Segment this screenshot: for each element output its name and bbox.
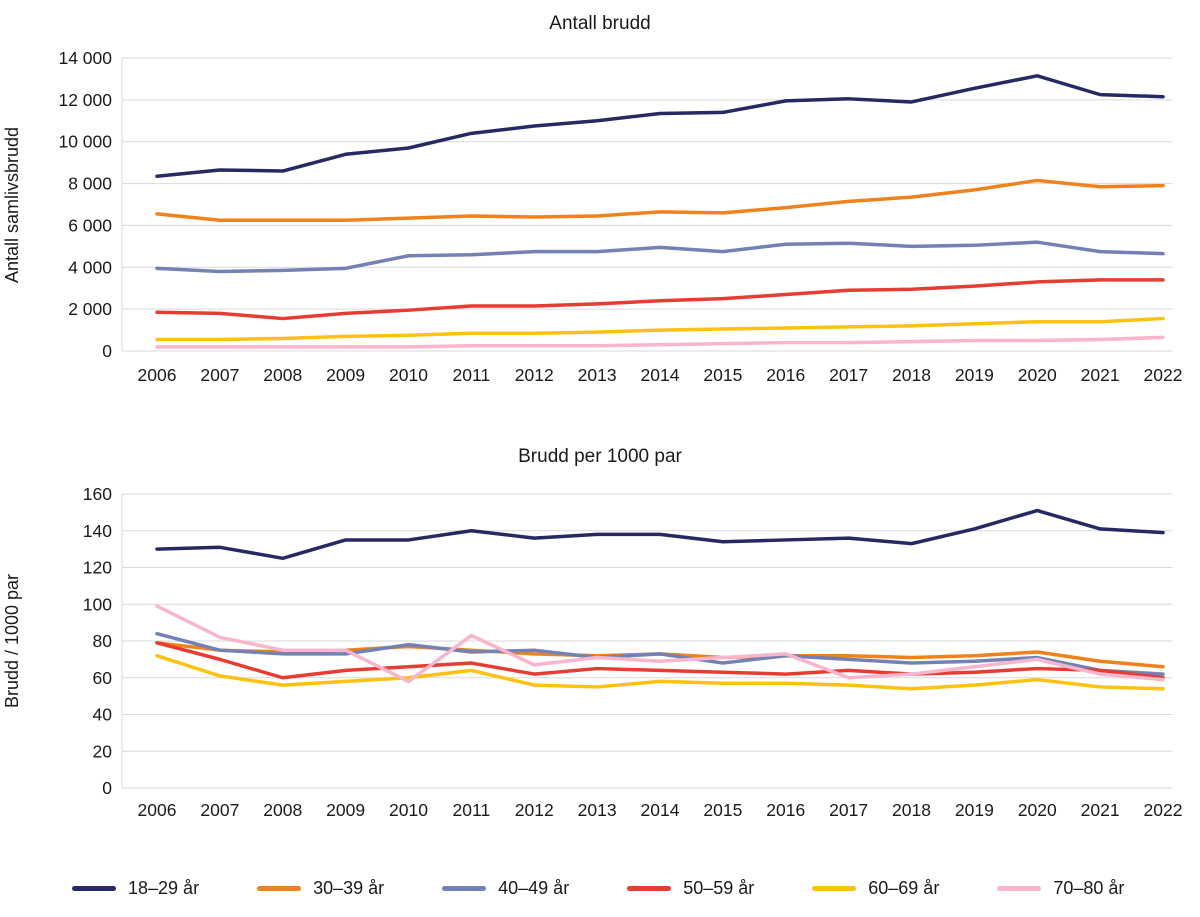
x-tick-label: 2007 — [200, 800, 239, 820]
x-tick-label: 2008 — [263, 800, 302, 820]
legend-item-label: 70–80 år — [1053, 877, 1125, 898]
series-line — [155, 604, 1165, 684]
series-line — [155, 240, 1165, 274]
legend-item: 60–69 år — [812, 878, 939, 899]
x-tick-label: 2015 — [703, 800, 742, 820]
x-tick-label: 2006 — [138, 800, 177, 820]
legend-swatch-icon — [627, 885, 672, 891]
y-tick-label: 60 — [93, 668, 113, 688]
y-tick-label: 12 000 — [58, 90, 112, 110]
x-tick-label: 2007 — [200, 365, 239, 385]
series-line — [155, 641, 1165, 680]
legend-swatch-icon — [812, 885, 857, 891]
chart1-y-axis-label: Antall samlivsbrudd — [2, 127, 22, 283]
x-tick-label: 2022 — [1144, 800, 1183, 820]
chart2-plot-area: 0 20 40 60 80 100 120 140 160 2006 2007 2008 2009 201… — [83, 484, 1183, 820]
y-tick-label: 160 — [83, 484, 112, 504]
y-tick-label: 0 — [102, 778, 112, 798]
x-tick-label: 2020 — [1018, 365, 1057, 385]
legend-swatch-icon — [997, 885, 1042, 891]
x-tick-label: 2013 — [578, 365, 617, 385]
series-line — [155, 178, 1165, 222]
x-tick-label: 2021 — [1081, 365, 1120, 385]
legend-item-label: 40–49 år — [498, 877, 570, 898]
legend-item-label: 50–59 år — [683, 877, 755, 898]
x-tick-label: 2014 — [641, 365, 680, 385]
x-tick-label: 2018 — [892, 800, 931, 820]
x-tick-label: 2017 — [829, 365, 868, 385]
x-tick-label: 2013 — [578, 800, 617, 820]
x-tick-label: 2010 — [389, 365, 428, 385]
x-tick-label: 2021 — [1081, 800, 1120, 820]
chart1-title: Antall brudd — [549, 13, 650, 34]
y-tick-label: 14 000 — [58, 48, 112, 68]
series-line — [155, 335, 1165, 349]
chart1-plot-area: 0 2 000 4 000 6 000 8 000 10 000 12 000 14 000 2… — [58, 48, 1182, 385]
y-tick-label: 80 — [93, 631, 113, 651]
x-tick-label: 2012 — [515, 800, 554, 820]
y-tick-label: 40 — [93, 705, 113, 725]
x-tick-label: 2016 — [766, 365, 805, 385]
x-tick-label: 2017 — [829, 800, 868, 820]
legend-item: 18–29 år — [72, 878, 199, 899]
x-tick-label: 2020 — [1018, 800, 1057, 820]
chart2-y-axis-label: Brudd / 1000 par — [2, 574, 22, 708]
series-line — [155, 278, 1165, 321]
legend-swatch-icon — [257, 885, 302, 891]
legend-item: 50–59 år — [627, 878, 754, 899]
y-tick-label: 10 000 — [58, 132, 112, 152]
x-tick-label: 2015 — [703, 365, 742, 385]
x-tick-label: 2008 — [263, 365, 302, 385]
y-tick-label: 140 — [83, 521, 112, 541]
y-tick-label: 120 — [83, 558, 112, 578]
series-line — [155, 316, 1165, 342]
y-tick-label: 20 — [93, 741, 113, 761]
y-tick-label: 100 — [83, 594, 112, 614]
legend-item-label: 60–69 år — [868, 877, 940, 898]
legend-swatch-icon — [442, 885, 487, 891]
legend-item: 70–80 år — [997, 878, 1124, 899]
legend-item: 30–39 år — [257, 878, 384, 899]
legend-swatch-icon — [72, 885, 116, 891]
series-line — [155, 631, 1165, 676]
series-line — [155, 74, 1165, 178]
y-tick-label: 6 000 — [68, 215, 112, 235]
legend-item-label: 18–29 år — [128, 877, 200, 898]
legend-item: 40–49 år — [442, 878, 569, 899]
x-tick-label: 2011 — [453, 365, 491, 385]
x-tick-label: 2009 — [326, 365, 365, 385]
x-tick-label: 2018 — [892, 365, 931, 385]
y-tick-label: 0 — [102, 341, 112, 361]
x-tick-label: 2010 — [389, 800, 428, 820]
x-tick-label: 2009 — [326, 800, 365, 820]
x-tick-label: 2016 — [766, 800, 805, 820]
y-tick-label: 2 000 — [68, 299, 112, 319]
x-tick-label: 2019 — [955, 365, 994, 385]
x-tick-label: 2012 — [515, 365, 554, 385]
x-tick-label: 2014 — [641, 800, 680, 820]
x-tick-label: 2022 — [1144, 365, 1183, 385]
legend-item-label: 30–39 år — [313, 877, 385, 898]
chart2-title: Brudd per 1000 par — [518, 446, 682, 467]
y-tick-label: 4 000 — [68, 257, 112, 277]
x-tick-label: 2006 — [138, 365, 177, 385]
series-line — [155, 653, 1165, 691]
x-tick-label: 2019 — [955, 800, 994, 820]
x-tick-label: 2011 — [453, 800, 491, 820]
legend: 18–29 år 30–39 år 40–49 år 50–59 år 60–69 år… — [0, 870, 1200, 906]
y-tick-label: 8 000 — [68, 174, 112, 194]
series-line — [155, 508, 1165, 561]
